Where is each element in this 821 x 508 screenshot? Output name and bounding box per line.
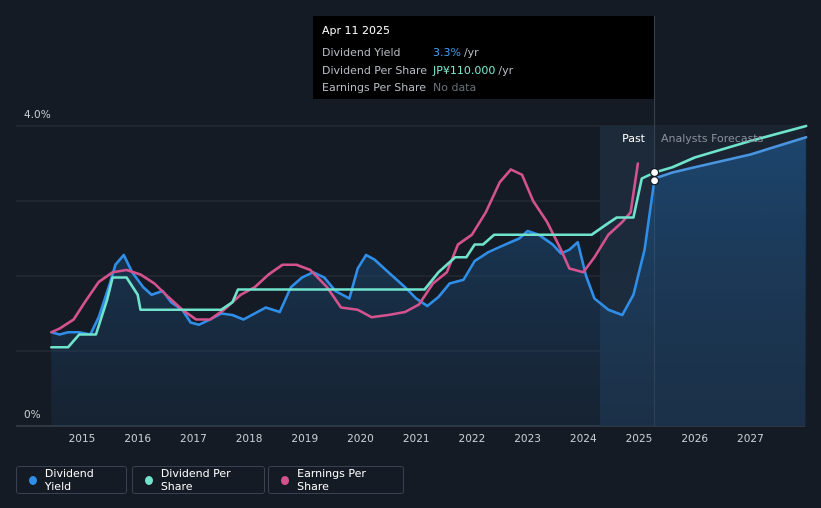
x-tick-label: 2016 [124,433,151,445]
x-tick-label: 2027 [737,433,764,445]
tooltip-marker [649,167,660,178]
tooltip-label: Earnings Per Share [322,81,427,95]
dividend-yield-area [51,137,807,426]
x-tick-label: 2025 [626,433,653,445]
past-label: Past [622,132,646,145]
x-tick-label: 2020 [347,433,374,445]
tooltip-value: JP¥110.000 [433,63,496,77]
x-tick-label: 2026 [681,433,708,445]
legend-dot-icon [145,475,153,485]
legend-label: Earnings Per Share [297,467,366,493]
x-tick-label: 2022 [459,433,486,445]
tooltip-unit: /yr [498,63,514,77]
dividend-per-share-line [50,124,808,349]
tooltip-label: Dividend Yield [322,46,401,60]
x-tick-label: 2024 [570,433,597,445]
legend-label: Dividend Yield [44,467,94,493]
x-tick-label: 2018 [236,433,263,445]
tooltip-value: 3.3% [433,46,461,60]
x-tick-label: 2019 [291,433,318,445]
tooltip-unit: /yr [463,46,479,60]
legend-dot-icon [29,475,37,485]
x-tick-label: 2017 [180,433,207,445]
tooltip-row-dividend-yield: Dividend Yield 3.3% /yr [322,44,645,62]
tooltip-value: No data [433,81,477,95]
tooltip-date: Apr 11 2025 [322,24,391,37]
legend-dot-icon [281,475,290,485]
dividend-yield-line [50,177,656,336]
series-lines [50,124,808,349]
tooltip-label: Dividend Per Share [322,63,428,77]
tooltip-row-earnings-per-share: Earnings Per Share No data [322,79,645,97]
legend-label: Dividend Per Share [160,467,231,493]
tooltip: Apr 11 2025 Dividend Yield 3.3% /yr Divi… [313,16,654,99]
legend-item-earnings-per-share[interactable]: Earnings Per Share [268,466,404,494]
y-tick-label-top: 4.0% [24,109,51,121]
x-tick-label: 2021 [403,433,430,445]
x-tick-label: 2015 [69,433,96,445]
forecast-band-line [653,135,808,180]
tooltip-markers [649,167,660,186]
earnings-per-share-line [50,162,640,334]
tooltip-row-dividend-per-share: Dividend Per Share JP¥110.000 /yr [322,62,645,80]
y-tick-label-bottom: 0% [24,409,41,421]
x-tick-label: 2023 [514,433,541,445]
legend-item-dividend-per-share[interactable]: Dividend Per Share [132,466,265,494]
axis-labels: 4.0% 0% 2015 2016 2017 2018 2019 2020 2021 2022… [24,109,764,445]
yield-area [51,137,807,426]
tooltip-marker [649,176,660,186]
forecast-label: Analysts Forecasts [661,132,764,145]
legend-item-dividend-yield[interactable]: Dividend Yield [16,466,127,494]
